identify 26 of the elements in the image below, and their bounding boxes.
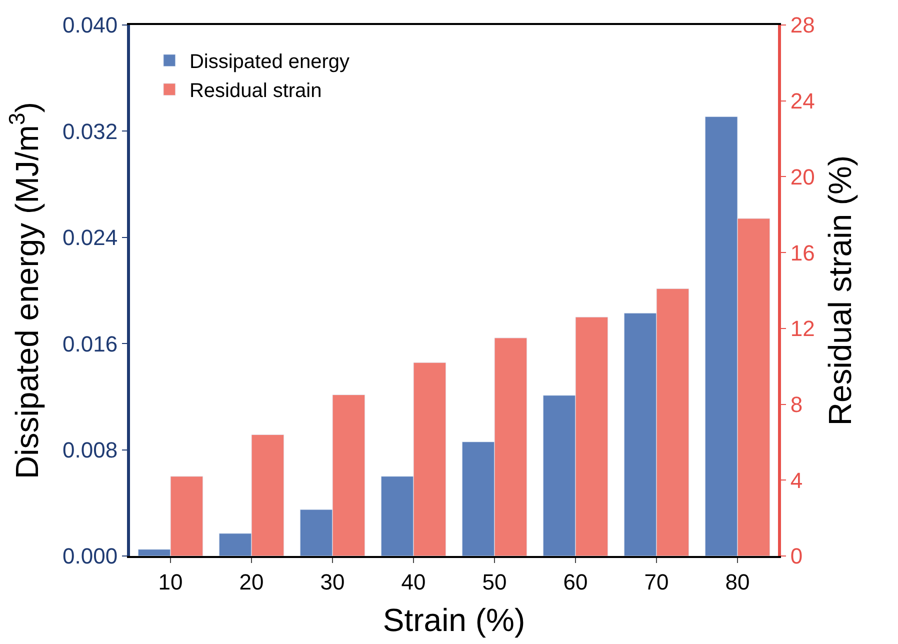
x-tick-label: 20 [239, 569, 264, 594]
legend-label: Dissipated energy [189, 51, 350, 74]
y-tick-label: 0.008 [62, 438, 118, 462]
y-tick-label: 0.040 [62, 12, 118, 38]
x-tick-label: 60 [563, 569, 588, 594]
y2-tick-label: 0 [790, 544, 803, 569]
y-tick-label: 0.024 [62, 225, 118, 250]
legend-label: Residual strain [189, 80, 322, 102]
y2-tick-label: 8 [790, 392, 803, 417]
x-tick-label: 70 [644, 569, 669, 594]
y2-tick-label: 24 [790, 88, 815, 114]
x-tick-label: 40 [401, 569, 426, 594]
y2-tick-label: 16 [790, 240, 815, 266]
y2-tick-label: 12 [790, 316, 815, 342]
y-tick-label: 0.016 [62, 331, 118, 356]
x-tick-label: 50 [482, 569, 507, 594]
y2-tick-label: 4 [790, 468, 803, 493]
x-tick-label: 80 [725, 569, 750, 594]
y2-axis-title: Residual strain (%) [822, 155, 858, 426]
y2-tick-label: 28 [790, 12, 815, 38]
x-tick-label: 30 [320, 569, 345, 594]
y-tick-label: 0.000 [62, 544, 118, 569]
x-tick-label: 10 [158, 569, 183, 594]
x-axis-title: Strain (%) [382, 602, 526, 638]
y-tick-label: 0.032 [62, 118, 118, 144]
y2-tick-label: 20 [790, 164, 815, 190]
